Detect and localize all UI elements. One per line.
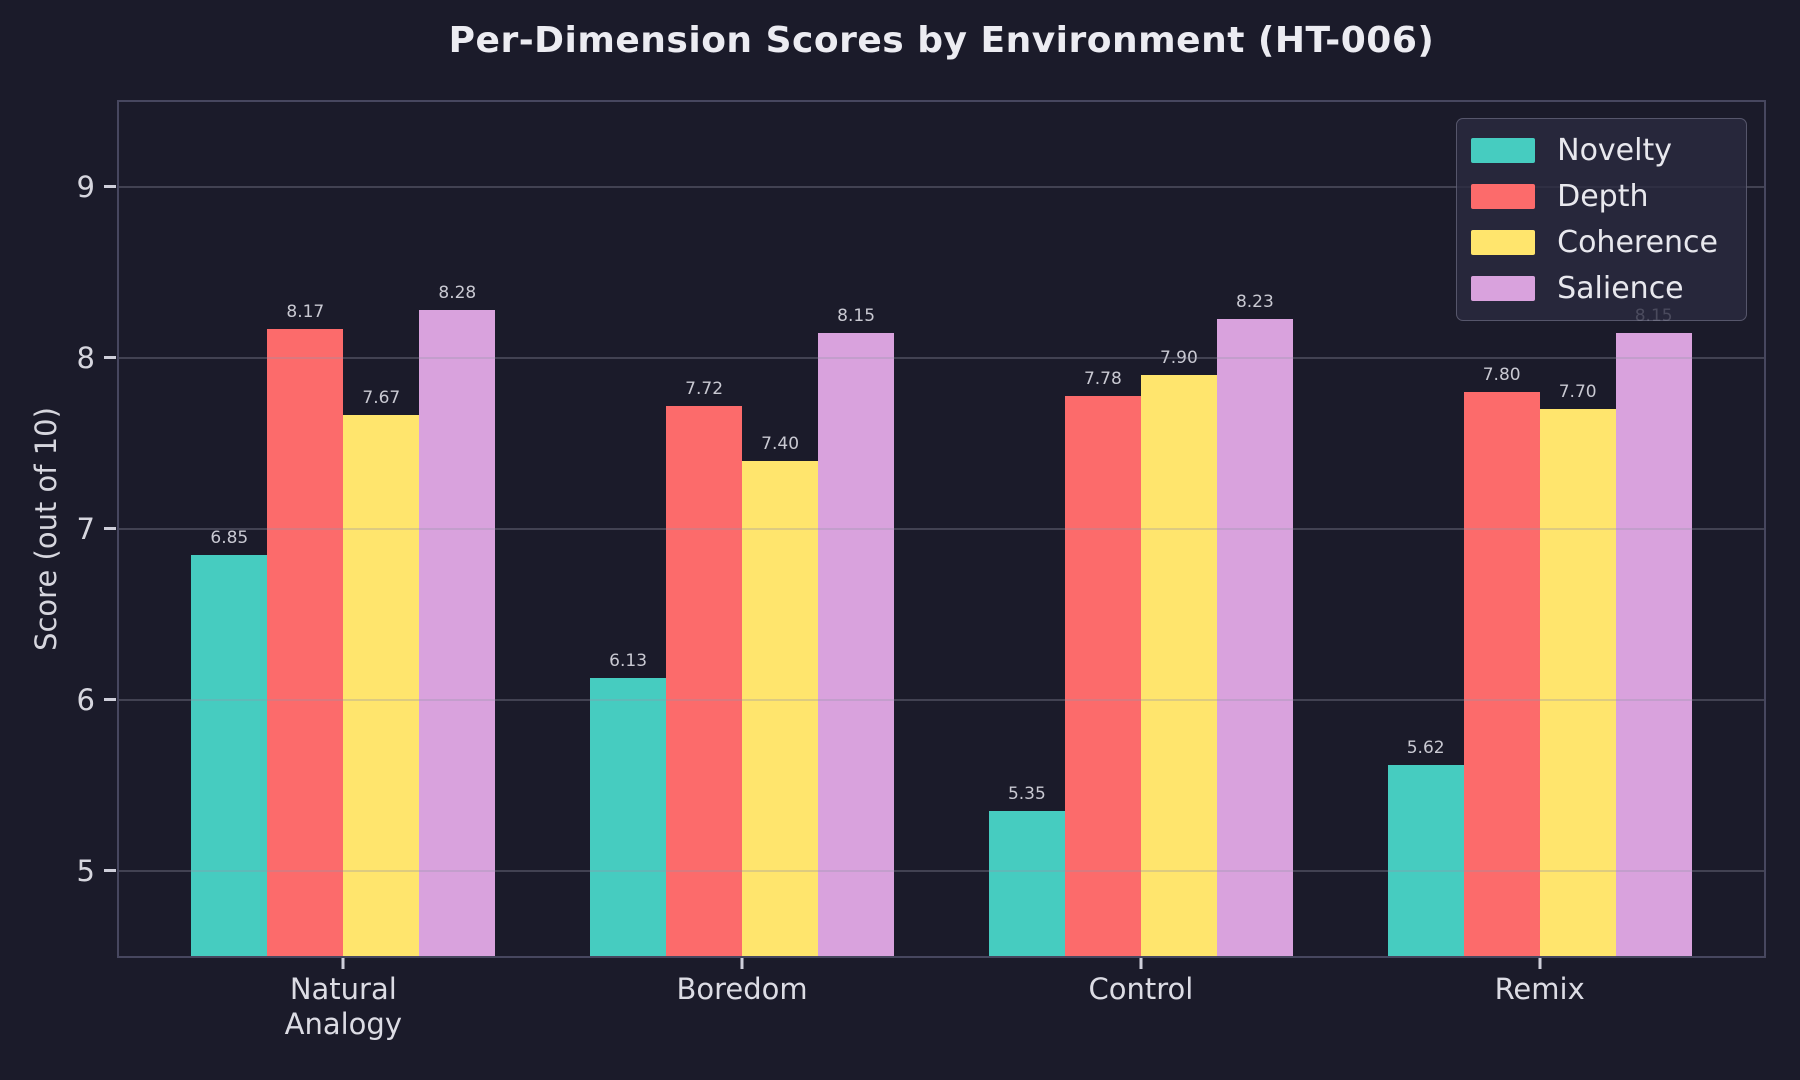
- y-tick-label-8: 8: [76, 341, 95, 376]
- bar-depth-4: [1463, 392, 1540, 956]
- y-tick-mark-5: [104, 868, 116, 872]
- bar-value-label-novelty-1: 6.85: [210, 527, 249, 548]
- legend-item-novelty: Novelty: [1471, 133, 1718, 168]
- bar-coherence-2: [742, 460, 819, 956]
- y-tick-mark-6: [104, 697, 116, 701]
- gridline-8: [119, 357, 1764, 360]
- chart-title: Per-Dimension Scores by Environment (HT-…: [448, 20, 1435, 61]
- bar-value-label-coherence-4: 7.70: [1558, 382, 1597, 403]
- bar-coherence-4: [1539, 409, 1616, 956]
- x-tick-mark-3: [1139, 958, 1143, 969]
- bar-value-label-depth-4: 7.80: [1482, 365, 1521, 386]
- legend-swatch-salience: [1471, 276, 1536, 301]
- legend-swatch-depth: [1471, 184, 1536, 209]
- y-tick-label-6: 6: [76, 682, 95, 717]
- x-tick-mark-2: [740, 958, 744, 969]
- bar-value-label-depth-1: 8.17: [286, 302, 325, 323]
- bar-value-label-novelty-2: 6.13: [609, 650, 648, 671]
- legend-item-depth: Depth: [1471, 179, 1718, 214]
- bar-salience-1: [419, 310, 496, 956]
- y-tick-mark-7: [104, 527, 116, 530]
- y-tick-label-7: 7: [76, 512, 95, 546]
- bar-coherence-3: [1140, 375, 1217, 956]
- bar-novelty-3: [988, 810, 1065, 956]
- bar-value-label-salience-2: 8.15: [837, 305, 876, 326]
- bar-value-label-coherence-3: 7.90: [1159, 348, 1198, 369]
- bar-value-label-coherence-1: 7.67: [362, 387, 401, 408]
- bar-salience-2: [818, 332, 895, 956]
- x-category-label-2: Boredom: [676, 972, 808, 1006]
- bar-novelty-4: [1387, 764, 1464, 956]
- legend-item-salience: Salience: [1471, 271, 1718, 306]
- bar-value-label-novelty-3: 5.35: [1007, 783, 1046, 804]
- gridline-7: [119, 528, 1764, 530]
- y-tick-mark-9: [104, 185, 116, 189]
- legend-swatch-coherence: [1471, 230, 1536, 255]
- x-tick-mark-4: [1538, 958, 1542, 969]
- x-category-label-1: Natural Analogy: [284, 972, 402, 1042]
- legend-label-novelty: Novelty: [1557, 133, 1672, 168]
- plot-area: 6.85 6.13 5.35 5.62 8.17 7.72 7.78 7.80 7.67 7.40…: [77, 100, 1766, 1041]
- gridline-9: [119, 186, 1764, 189]
- legend-label-salience: Salience: [1557, 271, 1684, 306]
- bar-value-label-salience-1: 8.28: [438, 283, 477, 304]
- y-tick-label-5: 5: [76, 853, 95, 888]
- gridline-5: [119, 869, 1764, 872]
- y-axis-label: Score (out of 10): [29, 407, 63, 651]
- legend-label-depth: Depth: [1557, 179, 1649, 214]
- y-tick-mark-8: [104, 356, 116, 360]
- legend: Novelty Depth Coherence Salience: [1456, 118, 1747, 321]
- legend-label-coherence: Coherence: [1557, 225, 1718, 260]
- bar-coherence-1: [343, 414, 420, 956]
- legend-swatch-novelty: [1471, 138, 1536, 163]
- bar-depth-1: [267, 329, 344, 956]
- bar-value-label-salience-3: 8.23: [1235, 291, 1274, 312]
- bar-depth-2: [666, 406, 743, 956]
- bar-salience-4: [1615, 332, 1692, 956]
- legend-item-coherence: Coherence: [1471, 225, 1718, 260]
- bar-value-label-coherence-2: 7.40: [761, 433, 800, 454]
- bar-salience-3: [1216, 318, 1293, 956]
- bar-value-label-novelty-4: 5.62: [1406, 737, 1445, 758]
- x-category-label-4: Remix: [1494, 972, 1585, 1006]
- bar-novelty-2: [590, 677, 667, 956]
- gridline-6: [119, 698, 1764, 701]
- x-category-label-3: Control: [1088, 972, 1194, 1006]
- bar-value-label-depth-2: 7.72: [685, 379, 724, 400]
- bar-novelty-1: [191, 554, 268, 956]
- bar-depth-3: [1064, 395, 1141, 956]
- x-tick-mark-1: [341, 958, 345, 969]
- bar-value-label-depth-3: 7.78: [1083, 368, 1122, 389]
- y-tick-label-9: 9: [76, 170, 95, 205]
